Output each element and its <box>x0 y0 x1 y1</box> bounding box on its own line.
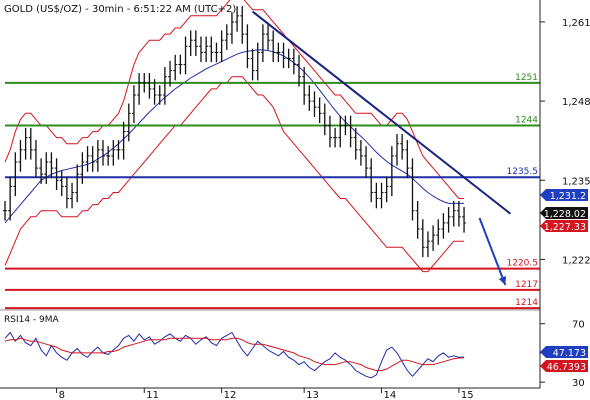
rsi-panel-label: RSI14 - 9MA <box>4 315 60 325</box>
price-tag-bg <box>540 220 588 232</box>
level-label: 1214 <box>515 298 538 308</box>
price-axis-tick-label: 1,222 <box>562 255 590 266</box>
rsi-panel <box>4 331 465 379</box>
resistance-trend-line <box>251 10 512 215</box>
rsi-tag: 46.7393 <box>547 362 586 373</box>
rsi-ma-line <box>4 337 465 371</box>
rsi-line <box>4 331 465 379</box>
time-axis-tick-label: 12 <box>224 390 237 400</box>
rsi-tag-bg <box>540 360 588 372</box>
rsi-tag-bg <box>540 346 588 358</box>
time-axis-tick-label: 11 <box>146 390 159 400</box>
price-tag: 1,231.2 <box>550 191 586 202</box>
time-axis-tick-label: 15 <box>461 390 474 400</box>
moving-average-line <box>4 49 465 224</box>
price-panel: 1251 1244 1235.5 1220.5 1217 1214 <box>3 0 540 310</box>
trend-lines <box>251 10 512 286</box>
rsi-axis-tick-label: 70 <box>572 320 585 331</box>
price-axis-tick-label: 1,235 <box>562 176 590 187</box>
time-axis-tick-label: 13 <box>306 390 319 400</box>
time-axis-tick-label: 8 <box>59 390 65 400</box>
rsi-axis-tick-label: 30 <box>572 378 585 389</box>
projection-arrow <box>478 217 507 286</box>
bollinger-lower-line <box>4 76 465 273</box>
level-label: 1217 <box>515 280 538 290</box>
chart-title: GOLD (US$/OZ) - 30min - 6:51:22 AM (UTC+… <box>4 4 236 15</box>
price-tag: 1,228.02 <box>544 209 586 220</box>
price-tag-bg <box>540 189 588 201</box>
price-axis-tick-label: 1,261 <box>562 18 590 29</box>
level-label: 1244 <box>515 115 538 125</box>
price-tag: 1,227.33 <box>544 222 586 233</box>
level-label: 1251 <box>515 73 538 83</box>
price-tag-bg <box>540 207 588 219</box>
price-axis-tick-label: 1,248 <box>562 97 590 108</box>
rsi-tag: 47.173 <box>553 348 586 359</box>
level-label: 1220.5 <box>507 259 539 269</box>
time-axis-tick-label: 14 <box>384 390 397 400</box>
price-bars <box>3 6 467 258</box>
horizontal-levels: 1251 1244 1235.5 1220.5 1217 1214 <box>5 73 540 310</box>
moving-average-layer <box>4 49 465 224</box>
level-label: 1235.5 <box>507 167 539 177</box>
projection-arrow-head <box>498 276 507 286</box>
price-tags: 1,231.2 1,228.02 1,227.33 47.173 46.7393 <box>540 189 588 373</box>
